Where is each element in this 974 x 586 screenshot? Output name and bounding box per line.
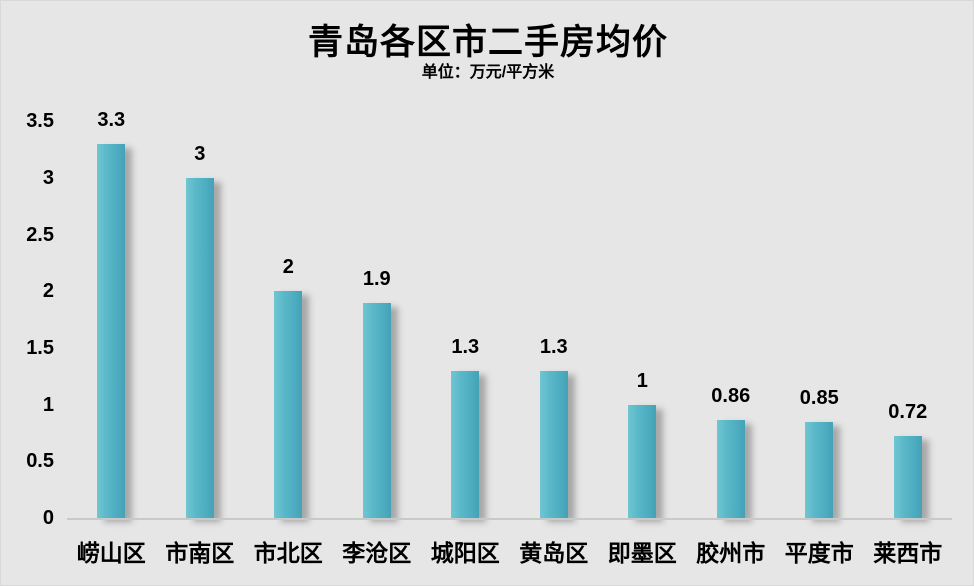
- bar-黄岛区: [539, 370, 568, 518]
- bar-value-label: 2: [282, 256, 294, 279]
- chart-title: 青岛各区市二手房均价: [307, 23, 668, 62]
- x-axis-category-label: 黄岛区: [519, 540, 589, 566]
- x-axis-category-label: 即墨区: [607, 540, 677, 566]
- bar-value-label: 1.9: [362, 267, 391, 290]
- x-axis-line: [67, 518, 952, 520]
- y-axis-tick-label: 3: [42, 166, 54, 189]
- x-axis-category-label: 城阳区: [430, 540, 500, 566]
- y-axis-tick-label: 1.5: [26, 336, 54, 359]
- bar-即墨区: [628, 404, 657, 518]
- bar-莱西市: [893, 436, 922, 518]
- bar-value-label: 1.3: [451, 335, 480, 358]
- y-axis-tick-label: 3.5: [26, 110, 54, 133]
- x-axis-category-label: 崂山区: [76, 540, 146, 566]
- x-axis-category-label: 胶州市: [696, 540, 766, 566]
- bar-value-label: 1.3: [539, 335, 568, 358]
- bar-平度市: [805, 421, 834, 518]
- bar-value-label: 0.86: [711, 385, 751, 408]
- x-axis-category-label: 市北区: [253, 540, 323, 566]
- bar-崂山区: [97, 143, 126, 518]
- x-axis-category-label: 莱西市: [873, 540, 943, 566]
- bar-李沧区: [362, 302, 391, 518]
- bar-市南区: [185, 177, 214, 518]
- y-axis-tick-label: 1: [42, 393, 54, 416]
- x-axis-category-label: 市南区: [165, 540, 235, 566]
- y-axis-tick-label: 2.5: [26, 223, 54, 246]
- y-axis-tick-label: 0: [42, 507, 54, 529]
- y-axis-tick-label: 0.5: [26, 450, 54, 473]
- bar-value-label: 3.3: [97, 108, 126, 131]
- y-axis-tick-label: 2: [42, 280, 54, 303]
- bar-胶州市: [716, 420, 745, 518]
- bar-value-label: 1: [636, 369, 648, 392]
- x-axis-category-label: 李沧区: [342, 540, 412, 566]
- bar-value-label: 0.85: [799, 386, 839, 409]
- x-axis-category-label: 平度市: [784, 540, 854, 566]
- chart-subtitle: 单位：万元/平方米: [421, 64, 555, 81]
- bar-value-label: 0.72: [888, 401, 928, 424]
- bar-城阳区: [451, 370, 480, 518]
- bar-value-label: 3: [194, 142, 206, 165]
- bar-市北区: [274, 291, 303, 518]
